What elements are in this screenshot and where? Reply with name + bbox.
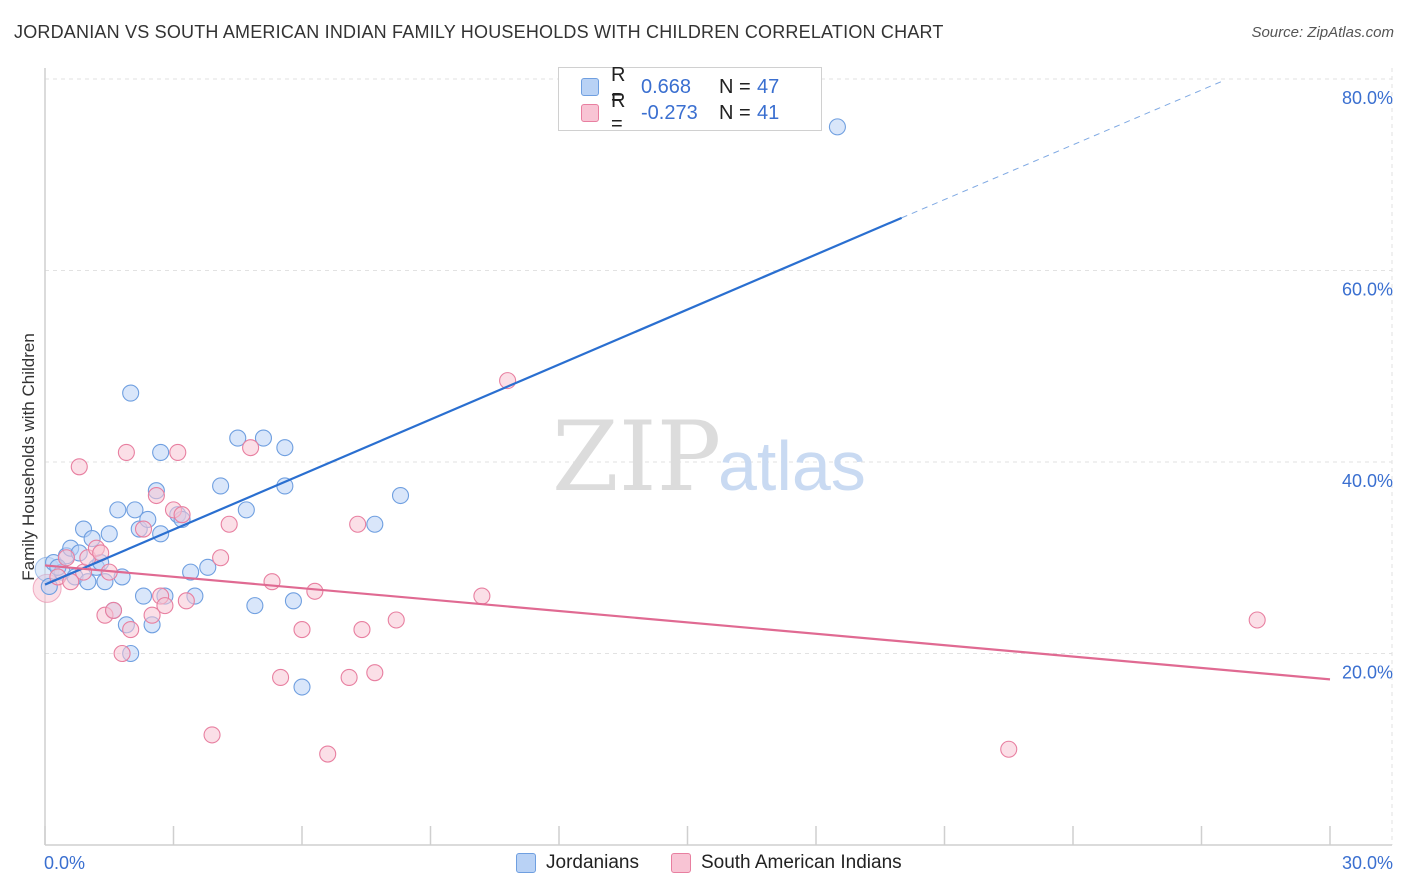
y-tick-label: 40.0%: [1342, 471, 1393, 491]
data-point: [134, 587, 153, 605]
legend-swatch-south-american-indians: [670, 853, 691, 873]
legend-label-south-american-indians: South American Indians: [700, 852, 902, 873]
legend-swatch-jordanians: [516, 853, 536, 873]
watermark: ZIP atlas: [552, 401, 866, 513]
data-point: [293, 621, 311, 639]
watermark-zip: ZIP: [552, 401, 721, 513]
y-axis-label: Family Households with Children: [19, 333, 38, 581]
data-point: [143, 606, 161, 624]
data-point: [349, 515, 367, 533]
data-point: [169, 443, 187, 461]
trend-line-south-american-indians: [44, 564, 1331, 681]
data-point: [212, 477, 230, 495]
tick-labels: 20.0% 40.0% 60.0% 80.0% 0.0% 30.0%: [44, 88, 1393, 873]
data-point: [122, 621, 140, 639]
data-point: [1248, 611, 1266, 629]
r-label: R =: [611, 64, 626, 109]
data-point: [220, 515, 238, 533]
correlation-legend: R = 0.668 N = 47 R = -0.273 N = 41: [558, 64, 822, 135]
axes: [44, 68, 1392, 846]
data-point: [391, 486, 410, 505]
data-point: [340, 668, 358, 686]
n-label: N =: [719, 75, 751, 98]
data-point: [353, 621, 371, 639]
data-point: [117, 443, 135, 461]
data-point: [109, 501, 127, 519]
data-point: [147, 486, 165, 505]
data-point: [272, 668, 290, 686]
data-point: [134, 520, 153, 538]
data-point: [203, 726, 221, 744]
data-point: [293, 678, 311, 696]
data-point: [387, 611, 405, 629]
series-legend: Jordanians South American Indians: [516, 852, 934, 874]
data-point: [246, 597, 264, 615]
n-value: 41: [757, 101, 780, 124]
legend-row-jordanians: R = 0.668 N = 47: [581, 64, 780, 109]
gridlines: [45, 68, 1393, 845]
data-point: [122, 384, 140, 402]
legend-label-jordanians: Jordanians: [546, 852, 639, 873]
data-point: [319, 745, 337, 763]
data-point: [473, 587, 491, 605]
n-value: 47: [757, 75, 780, 98]
x-tick-label: 0.0%: [44, 853, 85, 873]
data-point: [57, 549, 75, 567]
legend-swatch-jordanians: [581, 78, 599, 96]
trend-lines: [44, 80, 1331, 681]
data-point: [177, 592, 195, 610]
data-point: [237, 501, 255, 519]
data-point: [199, 558, 217, 576]
chart-title: JORDANIAN VS SOUTH AMERICAN INDIAN FAMIL…: [14, 22, 944, 42]
data-point: [366, 664, 384, 682]
data-point: [229, 429, 247, 447]
data-point: [126, 501, 144, 519]
data-point: [100, 525, 118, 543]
x-tick-label: 30.0%: [1342, 853, 1393, 873]
r-label: R =: [611, 90, 626, 135]
y-tick-label: 20.0%: [1342, 663, 1393, 683]
n-label: N =: [719, 101, 751, 124]
r-value: 0.668: [641, 75, 692, 98]
y-tick-label: 60.0%: [1342, 280, 1393, 300]
data-points: [32, 118, 1266, 763]
data-point: [366, 515, 384, 533]
data-point: [104, 601, 123, 619]
data-point: [70, 458, 88, 476]
data-point: [828, 118, 846, 136]
data-point: [276, 439, 294, 457]
trend-line-jordanians: [44, 216, 903, 586]
data-point: [113, 644, 131, 663]
legend-item-jordanians[interactable]: Jordanians: [516, 852, 639, 874]
data-point: [263, 573, 281, 591]
r-value: -0.273: [641, 101, 698, 124]
source-note: Source: ZipAtlas.com: [1251, 24, 1394, 41]
legend-item-south-american-indians[interactable]: South American Indians: [670, 852, 902, 874]
legend-swatch-south-american-indians: [581, 104, 599, 122]
y-tick-label: 80.0%: [1342, 88, 1393, 108]
watermark-atlas: atlas: [718, 427, 866, 505]
data-point: [152, 443, 170, 461]
data-point: [182, 563, 200, 581]
data-point: [254, 429, 273, 447]
trend-line-jordanians-extension: [901, 80, 1224, 219]
data-point: [306, 582, 324, 600]
data-point: [156, 597, 174, 615]
legend-row-south-american-indians: R = -0.273 N = 41: [581, 90, 780, 135]
data-point: [1000, 740, 1018, 758]
data-point: [212, 549, 230, 567]
data-point: [242, 439, 260, 457]
data-point: [284, 592, 302, 610]
data-point: [173, 506, 191, 524]
